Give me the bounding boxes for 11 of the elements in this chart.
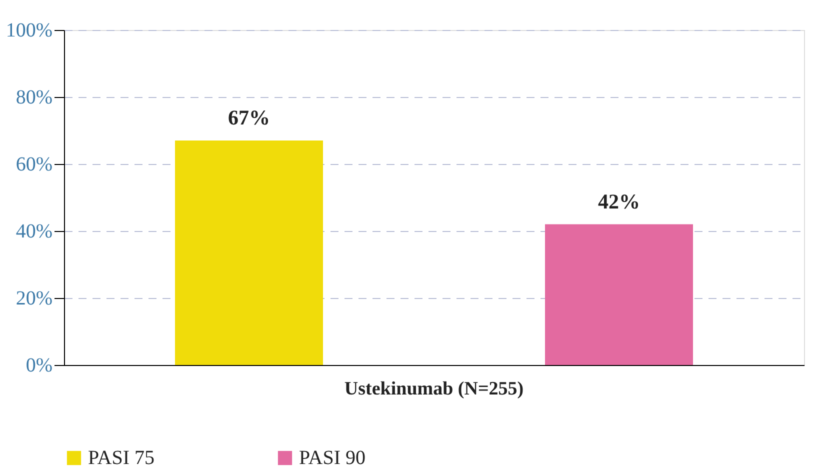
- legend-label: PASI 90: [299, 447, 366, 469]
- y-tick-label: 100%: [6, 20, 52, 42]
- data-label: 42%: [598, 189, 640, 214]
- y-tick-label: 40%: [16, 220, 52, 242]
- y-tick-label: 80%: [16, 86, 52, 108]
- y-tick-label: 0%: [26, 354, 52, 376]
- y-tick-label: 20%: [16, 288, 52, 310]
- legend-label: PASI 75: [88, 447, 155, 469]
- data-label: 67%: [228, 106, 270, 130]
- x-tick-label: Ustekinumab (N=255): [344, 378, 524, 400]
- y-tick-label: 60%: [16, 154, 52, 176]
